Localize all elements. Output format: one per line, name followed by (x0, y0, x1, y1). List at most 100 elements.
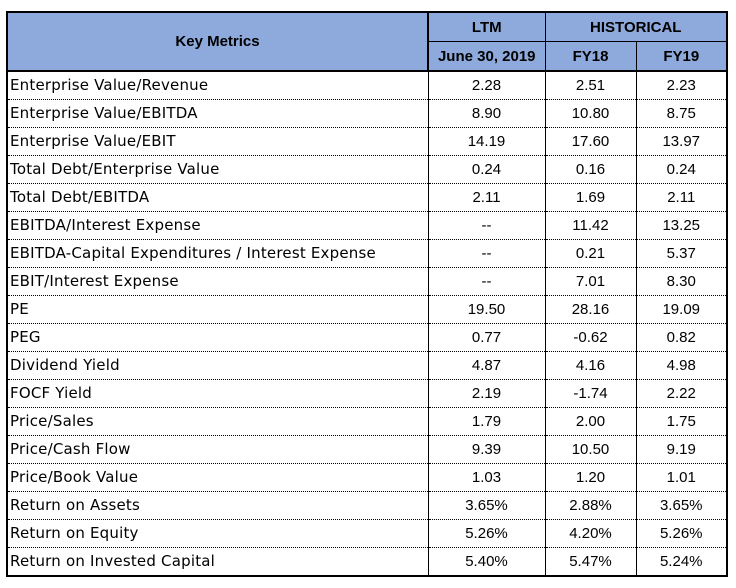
fy18-value-cell: 11.42 (544, 211, 637, 240)
fy18-value-cell: 28.16 (544, 295, 637, 324)
fy18-value-cell: 0.16 (544, 155, 637, 184)
ltm-value-cell: 9.39 (427, 435, 546, 464)
ltm-value-cell: -- (427, 239, 546, 268)
metric-name-cell: Dividend Yield (6, 351, 429, 380)
header-row-periods: June 30, 2019 FY18 FY19 (7, 41, 728, 72)
fy19-value-cell: 13.25 (635, 211, 728, 240)
fy19-value-cell: 5.37 (635, 239, 728, 268)
table-row: Dividend Yield 4.87 4.16 4.98 (6, 351, 728, 380)
fy19-value-cell: 1.75 (635, 407, 728, 436)
ltm-value-cell: 8.90 (427, 99, 546, 128)
table-row: EBITDA-Capital Expenditures / Interest E… (6, 239, 728, 268)
fy19-value-cell: 2.22 (635, 379, 728, 408)
fy19-value-cell: 1.01 (635, 463, 728, 492)
table-row: Enterprise Value/Revenue 2.28 2.51 2.23 (6, 71, 728, 100)
ltm-value-cell: 1.03 (427, 463, 546, 492)
fy18-value-cell: 17.60 (544, 127, 637, 156)
ltm-value-cell: 5.26% (427, 519, 546, 548)
fy18-value-cell: 2.00 (544, 407, 637, 436)
table-row: Enterprise Value/EBITDA 8.90 10.80 8.75 (6, 99, 728, 128)
metric-name-cell: PE (6, 295, 429, 324)
table-row: Return on Assets 3.65% 2.88% 3.65% (6, 491, 728, 520)
fy19-value-cell: 2.11 (635, 183, 728, 212)
fy18-header: FY18 (544, 41, 637, 72)
table-row: Total Debt/EBITDA 2.11 1.69 2.11 (6, 183, 728, 212)
fy19-value-cell: 5.24% (635, 547, 728, 577)
fy19-value-cell: 9.19 (635, 435, 728, 464)
ltm-value-cell: 2.28 (427, 71, 546, 100)
key-metrics-header: Key Metrics (6, 11, 429, 72)
fy19-header: FY19 (635, 41, 728, 72)
ltm-value-cell: 0.24 (427, 155, 546, 184)
table-header: Key Metrics LTM HISTORICAL June 30, 2019… (6, 11, 728, 72)
fy18-value-cell: 7.01 (544, 267, 637, 296)
metric-name-cell: Total Debt/Enterprise Value (6, 155, 429, 184)
ltm-value-cell: 19.50 (427, 295, 546, 324)
fy18-value-cell: 4.16 (544, 351, 637, 380)
table-row: Return on Invested Capital 5.40% 5.47% 5.24… (6, 547, 728, 577)
fy19-value-cell: 13.97 (635, 127, 728, 156)
fy18-value-cell: -0.62 (544, 323, 637, 352)
metric-name-cell: Enterprise Value/Revenue (6, 71, 429, 100)
historical-header: HISTORICAL (544, 11, 728, 42)
metric-name-cell: Enterprise Value/EBITDA (6, 99, 429, 128)
key-metrics-table: Key Metrics LTM HISTORICAL June 30, 2019… (6, 11, 728, 577)
fy19-value-cell: 5.26% (635, 519, 728, 548)
ltm-value-cell: 3.65% (427, 491, 546, 520)
metric-name-cell: Price/Sales (6, 407, 429, 436)
metric-name-cell: FOCF Yield (6, 379, 429, 408)
fy18-value-cell: 10.50 (544, 435, 637, 464)
ltm-value-cell: -- (427, 211, 546, 240)
ltm-header: LTM (427, 11, 546, 42)
metric-name-cell: Enterprise Value/EBIT (6, 127, 429, 156)
ltm-value-cell: 5.40% (427, 547, 546, 577)
metric-name-cell: Price/Book Value (6, 463, 429, 492)
fy18-value-cell: 2.51 (544, 71, 637, 100)
table-row: Enterprise Value/EBIT 14.19 17.60 13.97 (6, 127, 728, 156)
fy18-value-cell: 1.69 (544, 183, 637, 212)
table-row: PE 19.50 28.16 19.09 (6, 295, 728, 324)
table-row: Price/Sales 1.79 2.00 1.75 (6, 407, 728, 436)
metric-name-cell: EBITDA/Interest Expense (6, 211, 429, 240)
table-row: Return on Equity 5.26% 4.20% 5.26% (6, 519, 728, 548)
table-row: Price/Book Value 1.03 1.20 1.01 (6, 463, 728, 492)
fy18-value-cell: -1.74 (544, 379, 637, 408)
fy19-value-cell: 8.75 (635, 99, 728, 128)
fy19-value-cell: 8.30 (635, 267, 728, 296)
metric-name-cell: Return on Assets (6, 491, 429, 520)
ltm-value-cell: 0.77 (427, 323, 546, 352)
fy18-value-cell: 10.80 (544, 99, 637, 128)
table-body: Enterprise Value/Revenue 2.28 2.51 2.23 Ente… (6, 71, 728, 577)
metric-name-cell: Return on Invested Capital (6, 547, 429, 577)
key-metrics-table-container: Key Metrics LTM HISTORICAL June 30, 2019… (6, 11, 728, 577)
ltm-value-cell: 1.79 (427, 407, 546, 436)
table-row: FOCF Yield 2.19 -1.74 2.22 (6, 379, 728, 408)
table-row: PEG 0.77 -0.62 0.82 (6, 323, 728, 352)
fy19-value-cell: 0.82 (635, 323, 728, 352)
metric-name-cell: EBIT/Interest Expense (6, 267, 429, 296)
ltm-value-cell: -- (427, 267, 546, 296)
metric-name-cell: Total Debt/EBITDA (6, 183, 429, 212)
fy19-value-cell: 4.98 (635, 351, 728, 380)
fy19-value-cell: 19.09 (635, 295, 728, 324)
ltm-period-header: June 30, 2019 (427, 41, 546, 72)
fy18-value-cell: 1.20 (544, 463, 637, 492)
ltm-value-cell: 2.19 (427, 379, 546, 408)
table-row: Total Debt/Enterprise Value 0.24 0.16 0.24 (6, 155, 728, 184)
header-row-groups: Key Metrics LTM HISTORICAL (6, 11, 728, 72)
ltm-value-cell: 4.87 (427, 351, 546, 380)
table-row: Price/Cash Flow 9.39 10.50 9.19 (6, 435, 728, 464)
ltm-value-cell: 2.11 (427, 183, 546, 212)
metric-name-cell: EBITDA-Capital Expenditures / Interest E… (6, 239, 429, 268)
metric-name-cell: PEG (6, 323, 429, 352)
metric-name-cell: Return on Equity (6, 519, 429, 548)
table-row: EBITDA/Interest Expense -- 11.42 13.25 (6, 211, 728, 240)
metric-name-cell: Price/Cash Flow (6, 435, 429, 464)
ltm-value-cell: 14.19 (427, 127, 546, 156)
fy18-value-cell: 2.88% (544, 491, 637, 520)
fy18-value-cell: 5.47% (544, 547, 637, 577)
fy18-value-cell: 0.21 (544, 239, 637, 268)
table-row: EBIT/Interest Expense -- 7.01 8.30 (6, 267, 728, 296)
fy19-value-cell: 3.65% (635, 491, 728, 520)
fy19-value-cell: 2.23 (635, 71, 728, 100)
